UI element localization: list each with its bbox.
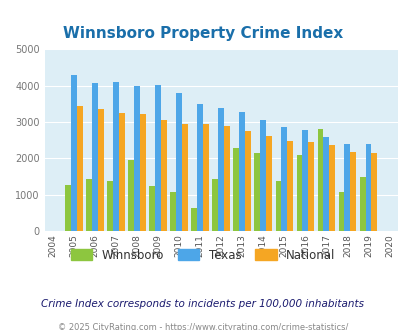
Bar [65,184,71,231]
Bar [317,129,323,231]
Bar [119,113,125,231]
Bar [202,124,209,231]
Legend: Winnsboro, Texas, National: Winnsboro, Texas, National [66,244,339,266]
Bar [161,120,166,231]
Bar [218,108,224,231]
Bar [328,145,335,231]
Bar [224,126,230,231]
Bar [359,177,364,231]
Bar [113,82,119,231]
Bar [182,123,188,231]
Bar [266,136,271,231]
Bar [343,144,350,231]
Bar [296,155,302,231]
Bar [134,86,140,231]
Bar [191,209,197,231]
Bar [254,153,260,231]
Bar [86,180,92,231]
Bar [323,137,328,231]
Bar [107,181,113,231]
Bar [176,93,182,231]
Bar [275,181,281,231]
Text: © 2025 CityRating.com - https://www.cityrating.com/crime-statistics/: © 2025 CityRating.com - https://www.city… [58,323,347,330]
Bar [338,192,343,231]
Bar [281,127,287,231]
Bar [71,75,77,231]
Bar [212,179,218,231]
Bar [98,109,104,231]
Bar [287,141,292,231]
Bar [155,85,161,231]
Bar [149,185,155,231]
Bar [77,106,83,231]
Bar [128,160,134,231]
Bar [302,130,307,231]
Text: Winnsboro Property Crime Index: Winnsboro Property Crime Index [63,26,342,41]
Bar [92,83,98,231]
Bar [371,153,376,231]
Bar [245,131,251,231]
Bar [140,114,146,231]
Bar [197,104,202,231]
Bar [307,142,313,231]
Bar [239,112,245,231]
Bar [364,144,371,231]
Bar [170,192,176,231]
Text: Crime Index corresponds to incidents per 100,000 inhabitants: Crime Index corresponds to incidents per… [41,299,364,309]
Bar [233,148,239,231]
Bar [260,120,266,231]
Bar [350,151,355,231]
